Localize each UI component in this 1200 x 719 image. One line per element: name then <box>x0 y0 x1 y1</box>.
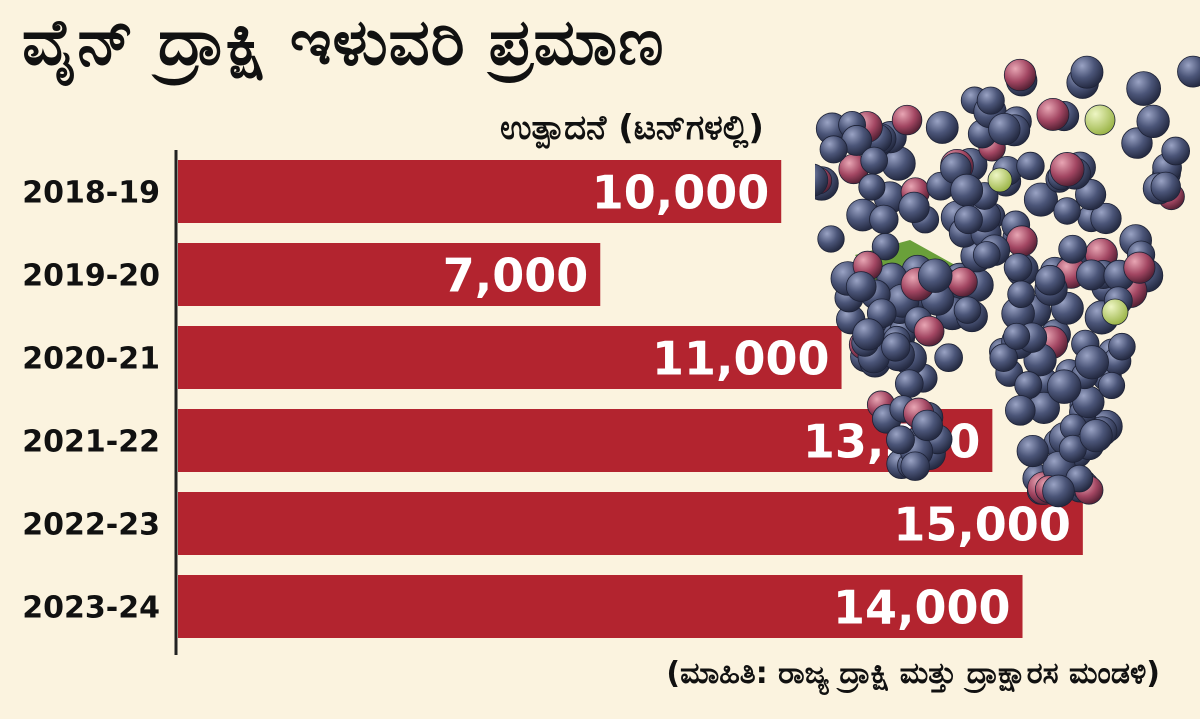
bars-group: 2018-19 10,000 2019-20 7,000 2020-21 11,000 20… <box>22 160 1083 638</box>
grape-bunch-image <box>815 55 1200 508</box>
bar-2019-20 <box>178 243 601 306</box>
chart-subtitle: ಉತ್ಪಾದನೆ (ಟನ್‌ಗಳಲ್ಲಿ) <box>500 108 764 148</box>
value-label: 14,000 <box>833 581 1011 635</box>
category-label: 2022-23 <box>22 508 160 543</box>
value-label: 15,000 <box>893 498 1071 552</box>
bar-2023-24 <box>178 575 1023 638</box>
bar-2020-21 <box>178 326 842 389</box>
source-note: (ಮಾಹಿತಿ: ರಾಜ್ಯ ದ್ರಾಕ್ಷಿ ಮತ್ತು ದ್ರಾಕ್ಷಾರಸ… <box>666 656 1160 691</box>
value-label: 7,000 <box>443 249 589 303</box>
chart-title: ವೈನ್ ದ್ರಾಕ್ಷಿ ಇಳುವರಿ ಪ್ರಮಾಣ <box>22 6 665 80</box>
category-label: 2019-20 <box>22 259 160 294</box>
category-label: 2021-22 <box>22 425 160 460</box>
bar-2021-22 <box>178 409 993 472</box>
bar-2018-19 <box>178 160 782 223</box>
category-label: 2020-21 <box>22 342 160 377</box>
category-label: 2023-24 <box>22 591 160 626</box>
bar-2022-23 <box>178 492 1083 555</box>
value-label: 11,000 <box>652 332 830 386</box>
category-label: 2018-19 <box>22 176 160 211</box>
value-label: 10,000 <box>592 166 770 220</box>
